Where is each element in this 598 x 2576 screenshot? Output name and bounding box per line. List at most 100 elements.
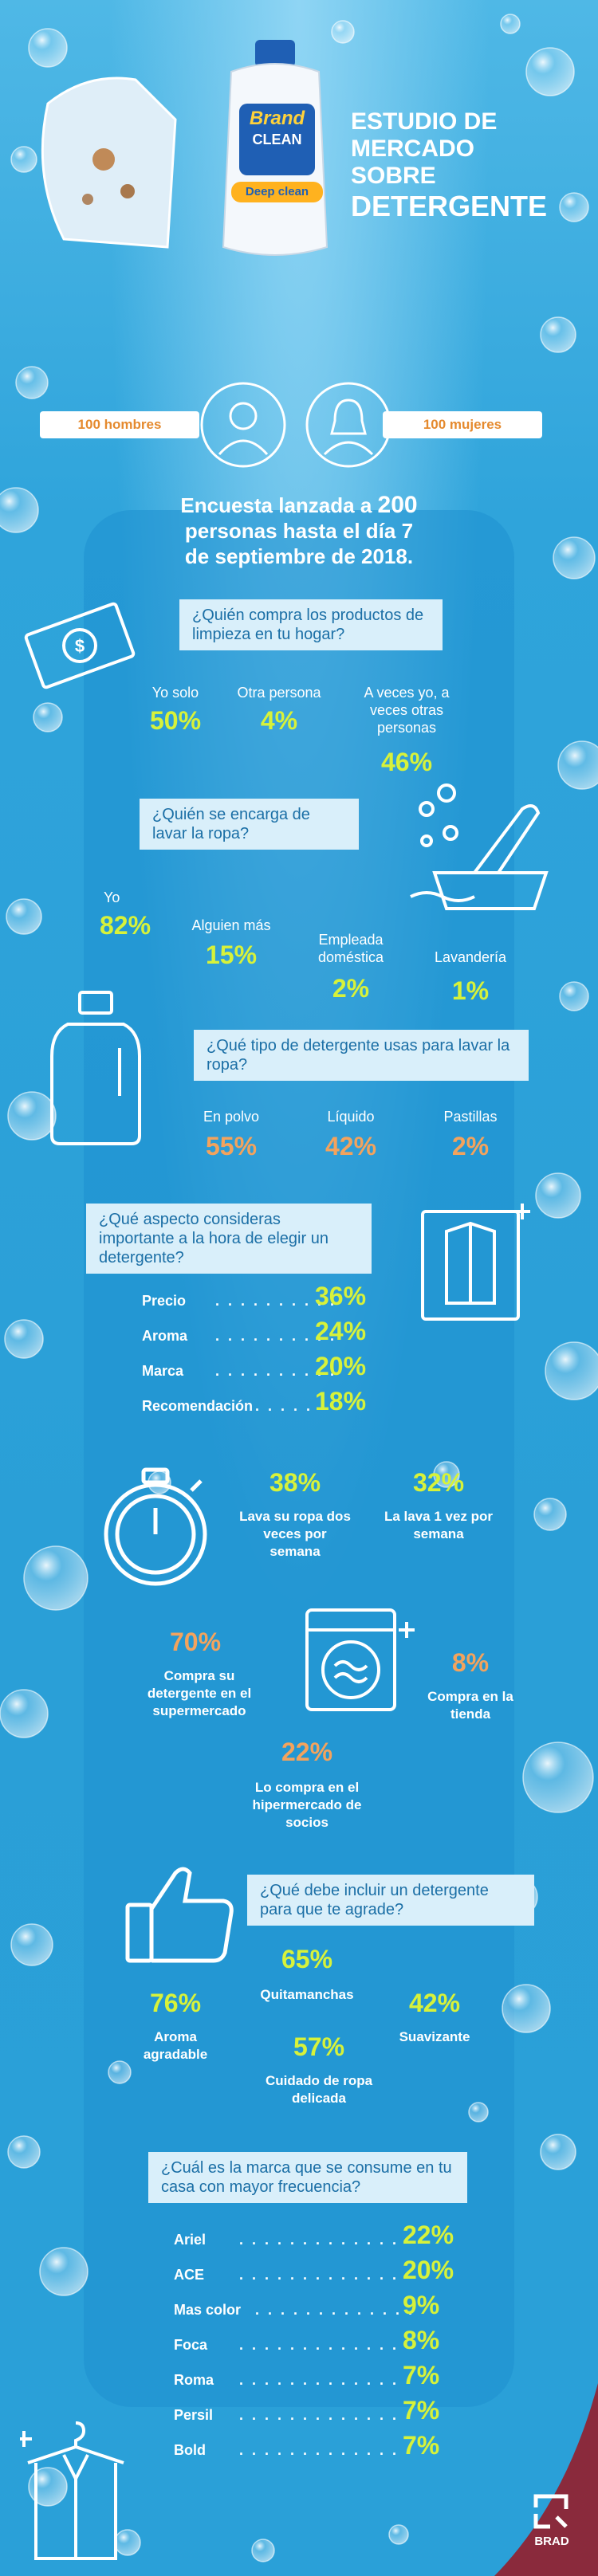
q6-row-1-pct: 22% [403, 2221, 454, 2249]
q4-row-4-label: Recomendación [142, 1398, 254, 1414]
q5-question: ¿Qué debe incluir un detergente para que… [247, 1875, 534, 1926]
hanging-shirt-icon [20, 2421, 124, 2560]
q1-answer-3-pct: 46% [380, 748, 433, 776]
q2-answer-4-label: Lavandería [434, 949, 507, 965]
title-line-1: ESTUDIO DE [351, 108, 498, 135]
q6-row-7-pct: 7% [403, 2431, 440, 2460]
q3-answer-1-label: En polvo [203, 1109, 260, 1125]
q6-row-2-label: ACE [174, 2267, 205, 2283]
freq-1-pct: 38% [269, 1468, 321, 1497]
where-3-pct: 22% [281, 1738, 333, 1766]
q3-answer-3-pct: 2% [451, 1132, 490, 1160]
q5-answer-2-pct: 76% [149, 1989, 202, 2017]
q6-row-4-dots: . . . . . . . . . . . . . [239, 2337, 399, 2353]
q3-answer-2-pct: 42% [325, 1132, 377, 1160]
survey-intro-total: 200 [377, 492, 418, 518]
title-line-2: MERCADO [351, 135, 474, 162]
q3-question: ¿Qué tipo de detergente usas para lavar … [194, 1030, 529, 1081]
thumbs-up-icon [125, 1867, 234, 1963]
product-sub-label: Deep clean [231, 182, 323, 202]
q4-row-4-pct: 18% [315, 1387, 367, 1416]
title-line-3: SOBRE [351, 163, 436, 189]
svg-text:$: $ [75, 636, 85, 656]
q6-row-3-pct: 9% [403, 2291, 440, 2319]
freq-1-label: Lava su ropa dos veces por semana [239, 1509, 351, 1559]
q1-answer-2-label: Otra persona [237, 685, 321, 701]
men-count-label: 100 hombres [40, 411, 199, 438]
woman-avatar-icon [305, 382, 391, 468]
q1-answer-3-label: A veces yo, a veces otras personas [364, 685, 450, 736]
q5-answer-2-label: Aroma agradable [143, 2029, 208, 2062]
product-brand-bottom: CLEAN [252, 132, 302, 147]
q6-row-7-label: Bold [174, 2442, 206, 2458]
q3-answer-1-pct: 55% [205, 1132, 258, 1160]
q5-answer-1-pct: 65% [281, 1945, 333, 1973]
q1-answer-2-pct: 4% [260, 706, 298, 735]
brad-logo-icon [533, 2494, 568, 2529]
q6-row-2-pct: 20% [403, 2256, 454, 2284]
q6-row-3-dots: . . . . . . . . . . . . . [255, 2302, 415, 2318]
freq-2-pct: 32% [412, 1468, 465, 1497]
page-title: ESTUDIO DE MERCADO SOBRE DETERGENTE [351, 108, 590, 223]
q2-answer-1-pct: 82% [99, 911, 151, 940]
q6-row-6-pct: 7% [403, 2396, 440, 2425]
q4-row-2-label: Aroma [142, 1328, 188, 1344]
q4-row-4-dots: . . . . . [255, 1398, 313, 1414]
q6-row-5-label: Roma [174, 2372, 214, 2388]
q6-row-4-pct: 8% [403, 2326, 440, 2354]
q2-answer-3-label: Empleada doméstica [317, 932, 384, 965]
where-2-label: Compra en la tienda [427, 1689, 513, 1722]
q5-answer-1-label: Quitamanchas [260, 1987, 354, 2002]
where-1-pct: 70% [169, 1628, 222, 1656]
q5-answer-4-label: Cuidado de ropa delicada [265, 2073, 373, 2106]
where-3-label: Lo compra en el hipermercado de socios [252, 1780, 362, 1830]
q6-row-5-dots: . . . . . . . . . . . . . [239, 2372, 399, 2388]
q4-question: ¿Qué aspecto consideras importante a la … [86, 1204, 372, 1274]
survey-intro-line-2: personas hasta el día 7 [184, 519, 414, 543]
product-brand-top: Brand [249, 108, 305, 129]
q6-row-4-label: Foca [174, 2337, 208, 2353]
q5-answer-4-pct: 57% [293, 2032, 345, 2061]
q4-row-2-dots: . . . . . . . . . . [215, 1328, 337, 1344]
survey-intro-line-1: Encuesta lanzada a [180, 493, 378, 517]
survey-intro-line-3: de septiembre de 2018. [184, 544, 414, 568]
detergent-bottle-icon [50, 991, 141, 1145]
clean-shirt-icon [421, 1204, 530, 1321]
q6-row-1-label: Ariel [174, 2232, 207, 2248]
q2-answer-1-label: Yo [104, 889, 120, 905]
q2-answer-4-pct: 1% [451, 976, 490, 1005]
q4-row-1-dots: . . . . . . . . . . [215, 1293, 337, 1309]
corner-ribbon [494, 2383, 598, 2576]
man-avatar-icon [200, 382, 286, 468]
q6-row-6-dots: . . . . . . . . . . . . . [239, 2407, 399, 2423]
q2-answer-3-pct: 2% [332, 974, 370, 1003]
q4-row-1-pct: 36% [315, 1282, 367, 1310]
q2-question: ¿Quién se encarga de lavar la ropa? [140, 799, 359, 850]
q6-row-2-dots: . . . . . . . . . . . . . [239, 2267, 399, 2283]
q3-answer-3-label: Pastillas [443, 1109, 498, 1125]
q1-question: ¿Quién compra los productos de limpieza … [179, 599, 443, 650]
stopwatch-icon [104, 1467, 207, 1586]
q4-row-3-label: Marca [142, 1363, 184, 1379]
freq-2-label: La lava 1 vez por semana [384, 1509, 494, 1541]
q2-answer-2-pct: 15% [205, 940, 258, 969]
hand-washing-icon [410, 783, 549, 910]
q6-row-3-label: Mas color [174, 2302, 242, 2318]
brad-logo-text: BRAD [534, 2535, 569, 2548]
women-count-label: 100 mujeres [383, 411, 542, 438]
q6-row-5-pct: 7% [403, 2361, 440, 2389]
money-bill-icon: $ [24, 602, 136, 689]
survey-intro: Encuesta lanzada a 200 personas hasta el… [128, 493, 470, 569]
q6-row-6-label: Persil [174, 2407, 214, 2423]
q5-answer-3-label: Suavizante [399, 2029, 470, 2044]
title-emphasis: DETERGENTE [351, 190, 548, 222]
q6-question: ¿Cuál es la marca que se consume en tu c… [148, 2152, 467, 2203]
q3-answer-2-label: Líquido [327, 1109, 375, 1125]
where-2-pct: 8% [451, 1648, 490, 1677]
q4-row-3-pct: 20% [315, 1352, 367, 1380]
shirt-and-bottle-illustration [41, 40, 329, 256]
q1-answer-1-pct: 50% [149, 706, 202, 735]
washing-machine-icon [305, 1608, 415, 1711]
